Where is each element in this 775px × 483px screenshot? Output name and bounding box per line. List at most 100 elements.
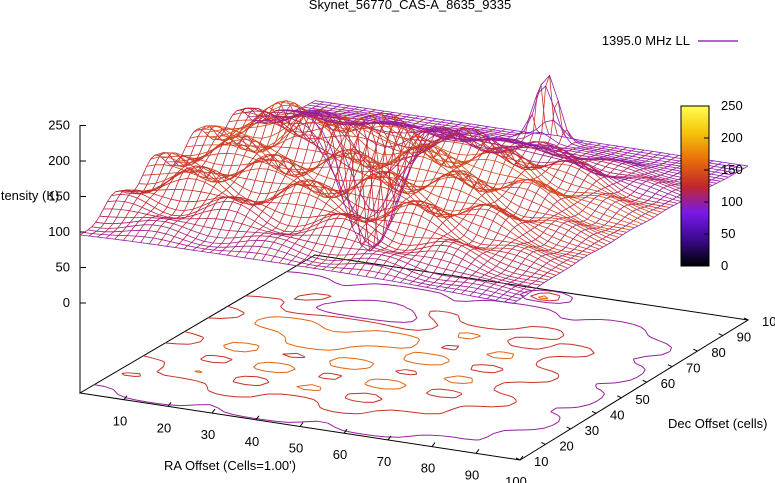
contour-segment [373, 399, 381, 403]
contour-segment [302, 420, 318, 423]
contour-segment [220, 409, 225, 413]
contour-segment [220, 316, 236, 319]
contour-segment [311, 320, 320, 325]
contour-segment [184, 331, 195, 335]
contour-segment [416, 339, 420, 345]
base-plane-frame [78, 254, 750, 461]
contour-segment [595, 383, 597, 386]
contour-segment [556, 343, 561, 345]
contour-segment [403, 358, 407, 362]
x-tick [167, 402, 172, 407]
contour-segment [293, 295, 300, 300]
contour-segment [328, 294, 332, 297]
contour-segment [375, 409, 391, 412]
contour-segment [495, 382, 504, 387]
x-tick-label: 60 [333, 447, 347, 462]
contour-segment [457, 332, 460, 338]
y-tick-label: 60 [661, 376, 675, 391]
contour-segment [420, 352, 432, 355]
contour-segment [593, 400, 597, 404]
chart-title: Skynet_56770_CAS-A_8635_9335 [309, 0, 511, 12]
contour-segment [431, 325, 439, 330]
contour-segment [224, 347, 234, 352]
surface-line [185, 144, 619, 238]
contour-segment [374, 283, 387, 286]
contour-segment [415, 315, 418, 319]
contour-segment [509, 401, 517, 406]
contour-segment [558, 294, 561, 297]
contour-segment [254, 417, 266, 421]
contour-segment [444, 356, 450, 361]
contour-segment [208, 390, 216, 394]
contour-segment [417, 328, 432, 331]
contour-segment [355, 358, 367, 362]
contour-segment [438, 412, 444, 415]
contour-segment [317, 348, 330, 351]
contour-segment [266, 378, 270, 383]
contour-segment [385, 301, 396, 304]
contour-segment [285, 341, 288, 344]
surface-mesh [79, 74, 749, 304]
contour-segment [319, 324, 326, 330]
contour-segment [327, 301, 338, 304]
contour-segment [500, 328, 516, 331]
contour-segment [540, 289, 553, 292]
contour-segment [250, 394, 264, 398]
contour-segment [500, 392, 510, 397]
contour-segment [395, 302, 405, 307]
contour-segment [669, 349, 672, 352]
contour-segment [325, 328, 334, 332]
colorbar-tick-label: 200 [721, 130, 743, 145]
contour-segment [256, 345, 260, 351]
contour-segment [450, 406, 461, 411]
contour-segment [266, 370, 278, 374]
contour-segment [501, 368, 504, 371]
contour-segment [433, 320, 439, 326]
contour-segment [507, 341, 511, 346]
contour-segment [647, 334, 651, 338]
contour-segment [578, 404, 590, 408]
y-tick-label: 70 [686, 361, 700, 376]
contour-segment [478, 405, 490, 408]
contour-segment [415, 371, 418, 375]
contour-segment [257, 361, 269, 364]
x-tick-label: 70 [377, 454, 391, 469]
contour-segment [395, 369, 406, 372]
y-tick [718, 333, 723, 337]
contour-segment [346, 330, 362, 333]
contour-segment [633, 324, 642, 328]
contour-segment [440, 361, 449, 366]
contour-segment [409, 286, 421, 290]
z-tick-label: 0 [63, 295, 70, 310]
contour-segment [204, 383, 208, 387]
contour-segment [509, 395, 514, 398]
contour-segment [549, 292, 559, 296]
surface-line [197, 112, 631, 231]
contour-segment [277, 316, 290, 319]
surface-line [295, 109, 729, 178]
x-axis-label: RA Offset (Cells=1.00') [164, 458, 296, 473]
contour-segment [330, 372, 342, 376]
contour-segment [293, 394, 305, 398]
contour-segment [589, 348, 595, 354]
contour-segment [319, 406, 325, 410]
contour-segment [405, 328, 418, 331]
contour-segment [355, 367, 367, 370]
surface-line [91, 224, 525, 297]
contour-segment [666, 343, 672, 348]
z-axis: 250 200 150 100 50 0 Intensity (K) [0, 118, 86, 393]
contour-segment [415, 362, 428, 366]
contour-segment [457, 314, 459, 316]
contour-segment [640, 326, 646, 332]
contour-segment [552, 421, 560, 426]
contour-segment [517, 303, 529, 306]
contour-segment [527, 289, 541, 292]
x-tick [123, 395, 128, 401]
contour-segment [223, 341, 234, 346]
contour-segment [269, 328, 278, 333]
contour-segment [588, 347, 591, 350]
contour-segment [414, 434, 420, 437]
x-axis: 10 20 30 40 50 60 70 80 90 100 [113, 395, 527, 483]
contour-segment [342, 429, 353, 433]
contour-segment [282, 352, 298, 355]
